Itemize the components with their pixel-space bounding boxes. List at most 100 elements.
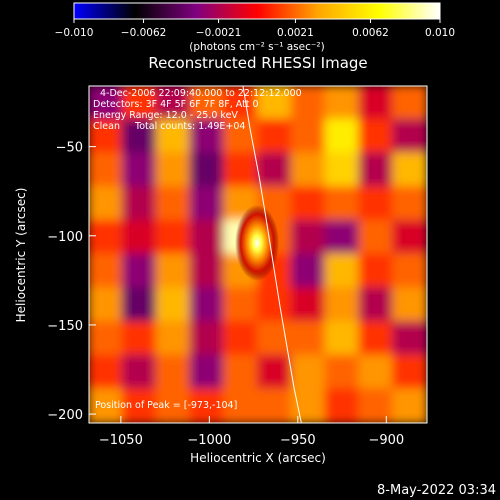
annotation-counts: Clean Total counts: 1.49E+04 bbox=[93, 121, 245, 132]
image-cell bbox=[392, 86, 427, 121]
x-axis-ticks: −1050 −1000 −950 −900 bbox=[99, 416, 404, 448]
image-cells bbox=[89, 86, 427, 423]
colorbar-tick-label: −0.0021 bbox=[196, 27, 242, 39]
image-cell bbox=[392, 186, 427, 222]
colorbar-tick-label: 0.010 bbox=[425, 27, 455, 39]
annotation-peak-position: Position of Peak = [-973,-104] bbox=[95, 400, 237, 411]
image-cell bbox=[392, 253, 427, 290]
plot-frame bbox=[88, 85, 428, 424]
image-cell bbox=[290, 86, 327, 121]
image-cell bbox=[392, 152, 427, 189]
image-cell bbox=[121, 253, 158, 290]
image-cell bbox=[257, 152, 293, 189]
image-cell bbox=[89, 287, 124, 323]
image-cell bbox=[290, 186, 327, 222]
colorbar-ticks: −0.010 −0.0062 −0.0021 0.0021 0.0062 0.010 bbox=[55, 19, 455, 39]
image-cell bbox=[358, 253, 395, 290]
image-cell bbox=[121, 186, 158, 222]
image-cell bbox=[257, 118, 293, 155]
image-cell bbox=[392, 219, 427, 256]
image-cell bbox=[358, 388, 395, 423]
image-cell bbox=[155, 253, 192, 290]
image-cell bbox=[324, 118, 361, 155]
colorbar-tick-label: 0.0062 bbox=[352, 27, 389, 39]
image-cell bbox=[290, 253, 327, 290]
image-cell bbox=[189, 186, 226, 222]
chart-title: Reconstructed RHESSI Image bbox=[148, 54, 367, 72]
image-cell bbox=[189, 320, 226, 357]
x-tick-label: −1000 bbox=[187, 433, 231, 448]
image-cell bbox=[358, 118, 395, 155]
image-cell bbox=[392, 287, 427, 323]
image-cell bbox=[89, 219, 124, 256]
image-cell bbox=[155, 152, 192, 189]
image-cell bbox=[290, 320, 327, 357]
image-cell bbox=[189, 354, 226, 391]
image-cell bbox=[290, 354, 327, 391]
image-cell bbox=[392, 118, 427, 155]
image-cell bbox=[155, 186, 192, 222]
image-cell bbox=[223, 118, 259, 155]
image-cell bbox=[257, 388, 293, 423]
image-cell bbox=[121, 320, 158, 357]
image-cell bbox=[257, 86, 293, 121]
image-cell bbox=[358, 320, 395, 357]
image-cell bbox=[324, 219, 361, 256]
image-cell bbox=[155, 118, 192, 155]
y-axis-label: Heliocentric Y (arcsec) bbox=[14, 188, 28, 323]
image-cell bbox=[324, 287, 361, 323]
image-cell bbox=[89, 388, 124, 423]
x-tick-label: −1050 bbox=[99, 433, 143, 448]
image-cell bbox=[358, 219, 395, 256]
image-cell bbox=[324, 253, 361, 290]
image-cell bbox=[358, 287, 395, 323]
image-cell bbox=[392, 388, 427, 423]
image-cell bbox=[121, 118, 158, 155]
image-cell bbox=[189, 152, 226, 189]
image-cell bbox=[155, 219, 192, 256]
image-cell bbox=[189, 253, 226, 290]
colorbar-tick-label: 0.0021 bbox=[277, 27, 314, 39]
y-tick-label: −50 bbox=[56, 141, 83, 156]
colorbar-units: (photons cm⁻² s⁻¹ asec⁻²) bbox=[189, 41, 324, 53]
image-cell bbox=[290, 388, 327, 423]
image-cell bbox=[121, 354, 158, 391]
image-cell bbox=[324, 388, 361, 423]
image-cell bbox=[121, 86, 158, 121]
image-cell bbox=[290, 287, 327, 323]
image-cell bbox=[155, 287, 192, 323]
image-cell bbox=[121, 287, 158, 323]
image-cell bbox=[189, 118, 226, 155]
image-cell bbox=[223, 388, 259, 423]
y-tick-label: −100 bbox=[47, 230, 83, 245]
image-cell bbox=[257, 320, 293, 357]
y-tick-label: −150 bbox=[47, 319, 83, 334]
image-cell bbox=[89, 152, 124, 189]
plot-area bbox=[89, 86, 427, 423]
image-cell bbox=[121, 219, 158, 256]
x-tick-label: −900 bbox=[368, 433, 404, 448]
image-cell bbox=[324, 152, 361, 189]
colorbar-tick-label: −0.0062 bbox=[121, 27, 167, 39]
image-cell bbox=[324, 186, 361, 222]
image-cell bbox=[223, 354, 259, 391]
image-cell bbox=[121, 152, 158, 189]
image-cell bbox=[189, 86, 226, 121]
image-cell bbox=[392, 320, 427, 357]
image-cell bbox=[89, 186, 124, 222]
image-cell bbox=[290, 152, 327, 189]
solar-limb bbox=[242, 86, 302, 423]
image-cell bbox=[324, 354, 361, 391]
image-cell bbox=[89, 354, 124, 391]
annotation-time-range: 4-Dec-2006 22:09:40.000 to 22:12:12.000 bbox=[100, 88, 302, 99]
image-cell bbox=[358, 152, 395, 189]
image-cell bbox=[189, 287, 226, 323]
image-cell bbox=[392, 354, 427, 391]
timestamp: 8-May-2022 03:34 bbox=[377, 483, 496, 498]
image-cell bbox=[189, 219, 226, 256]
flare-source bbox=[235, 204, 280, 281]
image-cell bbox=[121, 388, 158, 423]
annotation-energy-range: Energy Range: 12.0 - 25.0 keV bbox=[93, 110, 238, 121]
annotation-detectors: Detectors: 3F 4F 5F 6F 7F 8F, Att 0 bbox=[93, 99, 259, 110]
